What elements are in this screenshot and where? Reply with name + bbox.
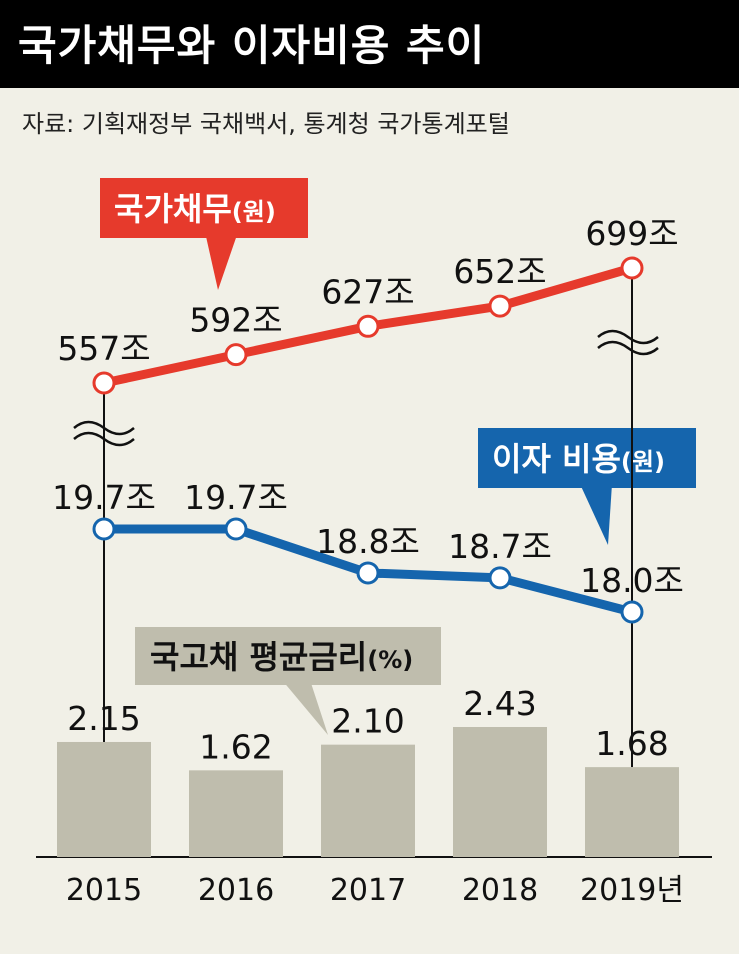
legend-interest-box — [478, 428, 696, 488]
debt-point — [488, 294, 512, 318]
legend-debt-label: 국가채무(원) — [114, 190, 276, 228]
interest-point — [620, 600, 644, 624]
interest-value-label: 18.0조 — [580, 561, 684, 600]
legend-debt-unit: (원) — [232, 198, 276, 226]
legend-rate: 국고채 평균금리(%) — [135, 627, 441, 735]
source-note: 자료: 기획재정부 국채백서, 통계청 국가통계포털 — [22, 110, 510, 138]
legend-interest-pointer — [580, 484, 612, 545]
interest-point — [356, 561, 380, 585]
rate-bar-value: 1.62 — [199, 727, 272, 766]
legend-interest-name: 이자 비용 — [492, 440, 621, 478]
x-tick-label: 2016 — [198, 873, 274, 908]
debt-value-label: 557조 — [57, 329, 150, 368]
series-point-labels: 557조 19.7조 592조 19.7조 627조 18.8조 652조 18.7조 699조… — [52, 214, 684, 600]
interest-value-label: 19.7조 — [184, 478, 288, 517]
series-points — [92, 256, 644, 624]
interest-point — [488, 566, 512, 590]
legend-interest: 이자 비용(원) — [478, 428, 696, 545]
legend-debt-name: 국가채무 — [114, 190, 232, 228]
interest-value-label: 19.7조 — [52, 478, 156, 517]
legend-rate-name: 국고채 평균금리 — [150, 638, 367, 676]
axis-break-right — [597, 329, 659, 356]
rate-bar-value: 2.10 — [331, 702, 404, 741]
debt-value-label: 592조 — [189, 301, 282, 340]
x-tick-label: 2015 — [66, 873, 142, 908]
rate-bar — [321, 744, 415, 857]
legend-rate-box — [135, 627, 441, 685]
debt-value-label: 627조 — [321, 272, 414, 311]
rate-bar-labels: 2.15 1.62 2.10 2.43 1.68 — [67, 684, 668, 766]
interest-point — [224, 517, 248, 541]
chart-title: 국가채무와 이자비용 추이 — [18, 21, 486, 70]
debt-point — [356, 314, 380, 338]
debt-value-label: 699조 — [585, 214, 678, 253]
rate-bar — [585, 767, 679, 857]
rate-bar-value: 2.15 — [67, 699, 140, 738]
rate-bars — [57, 727, 679, 857]
rate-bar — [453, 727, 547, 857]
rate-bar-value: 2.43 — [463, 684, 536, 723]
debt-point — [224, 343, 248, 367]
legend-interest-label: 이자 비용(원) — [492, 440, 665, 478]
legend-debt-pointer — [205, 232, 238, 290]
x-tick-label: 2017 — [330, 873, 406, 908]
debt-point — [92, 371, 116, 395]
legend-interest-unit: (원) — [621, 448, 665, 476]
x-tick-label: 2018 — [462, 873, 538, 908]
interest-value-label: 18.8조 — [316, 522, 420, 561]
drop-lines — [103, 268, 633, 768]
legend-rate-label: 국고채 평균금리(%) — [150, 638, 413, 676]
debt-value-label: 652조 — [453, 252, 546, 291]
legend-rate-pointer — [282, 680, 328, 735]
x-tick-label: 2019년 — [580, 873, 684, 908]
legend-rate-unit: (%) — [367, 646, 413, 674]
title-bar: 국가채무와 이자비용 추이 — [0, 0, 739, 88]
rate-bar — [189, 770, 283, 857]
rate-bar-value: 1.68 — [595, 724, 668, 763]
interest-point — [92, 517, 116, 541]
legend-debt: 국가채무(원) — [100, 178, 308, 290]
debt-point — [620, 256, 644, 280]
legend-debt-box — [100, 178, 308, 238]
x-axis-labels: 2015 2016 2017 2018 2019년 — [66, 873, 684, 908]
interest-value-label: 18.7조 — [448, 527, 552, 566]
rate-bar — [57, 741, 151, 857]
